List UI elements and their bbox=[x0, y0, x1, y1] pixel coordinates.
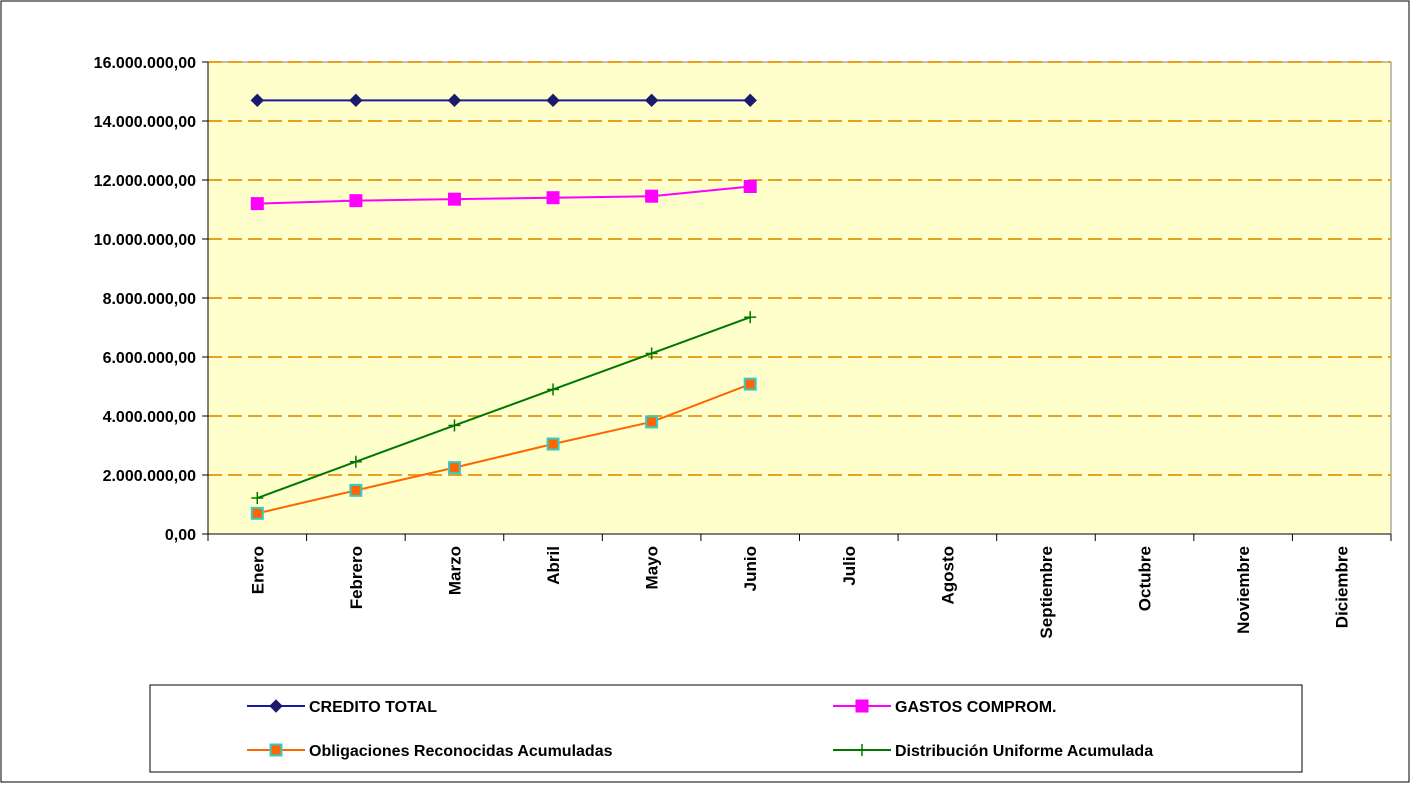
data-point bbox=[744, 311, 757, 324]
x-tick-label: Mayo bbox=[643, 546, 662, 589]
legend-entry: GASTOS COMPROM. bbox=[833, 699, 1057, 716]
axes: 0,00 2.000.000,00 4.000.000,00 6.000.000,00… bbox=[94, 55, 1392, 639]
legend: CREDITO TOTAL GASTOS COMPROM. Obligaciones… bbox=[149, 684, 1303, 773]
data-point bbox=[349, 194, 363, 208]
legend-marker bbox=[269, 699, 283, 713]
x-tick-label: Agosto bbox=[938, 546, 957, 605]
data-point bbox=[447, 93, 462, 108]
y-tick-label: 0,00 bbox=[165, 527, 196, 544]
data-point bbox=[250, 197, 264, 211]
data-point bbox=[251, 492, 264, 505]
legend-marker bbox=[855, 699, 869, 713]
gridlines bbox=[208, 61, 1391, 476]
data-point bbox=[743, 179, 757, 193]
data-point bbox=[448, 419, 461, 432]
series-line bbox=[257, 185, 751, 205]
legend-entry: CREDITO TOTAL bbox=[247, 699, 437, 716]
data-point bbox=[644, 93, 659, 108]
series-3 bbox=[250, 377, 757, 520]
legend-marker bbox=[856, 744, 868, 756]
data-point bbox=[447, 192, 461, 206]
y-tick-label: 14.000.000,00 bbox=[94, 114, 196, 131]
y-tick-label: 12.000.000,00 bbox=[94, 173, 196, 190]
data-point bbox=[645, 347, 658, 360]
legend-label: Obligaciones Reconocidas Acumuladas bbox=[309, 743, 613, 760]
legend-box bbox=[149, 684, 1303, 773]
y-tick-label: 16.000.000,00 bbox=[94, 55, 196, 72]
y-tick-label: 2.000.000,00 bbox=[103, 468, 197, 485]
y-tick-label: 10.000.000,00 bbox=[94, 232, 196, 249]
data-point bbox=[743, 93, 757, 108]
series-1 bbox=[250, 93, 757, 108]
x-tick-label: Febrero bbox=[347, 546, 366, 609]
legend-label: GASTOS COMPROM. bbox=[895, 699, 1057, 716]
legend-entry: Obligaciones Reconocidas Acumuladas bbox=[247, 743, 613, 760]
x-tick-label: Enero bbox=[248, 546, 267, 594]
x-tick-label: Abril bbox=[544, 546, 563, 585]
legend-label: CREDITO TOTAL bbox=[309, 699, 437, 716]
series bbox=[250, 93, 757, 520]
data-point bbox=[250, 93, 264, 108]
y-tick-label: 6.000.000,00 bbox=[103, 350, 197, 367]
series-line bbox=[256, 316, 751, 499]
y-tick-label: 8.000.000,00 bbox=[103, 291, 197, 308]
x-tick-label: Junio bbox=[741, 546, 760, 591]
data-point bbox=[546, 191, 560, 205]
data-point bbox=[743, 377, 757, 391]
data-point bbox=[546, 437, 560, 451]
series-line bbox=[257, 383, 751, 515]
x-tick-label: Noviembre bbox=[1234, 546, 1253, 634]
data-point bbox=[349, 455, 362, 468]
data-point bbox=[447, 461, 461, 475]
data-point bbox=[349, 483, 363, 497]
x-tick-label: Diciembre bbox=[1333, 546, 1352, 628]
data-point bbox=[645, 415, 659, 429]
legend-marker bbox=[269, 743, 283, 757]
y-tick-label: 4.000.000,00 bbox=[103, 409, 197, 426]
x-tick-label: Octubre bbox=[1136, 546, 1155, 611]
series-2 bbox=[250, 179, 757, 211]
x-tick-label: Marzo bbox=[445, 546, 464, 595]
x-tick-label: Septiembre bbox=[1037, 546, 1056, 639]
data-point bbox=[250, 506, 264, 520]
legend-label: Distribución Uniforme Acumulada bbox=[895, 743, 1153, 760]
data-point bbox=[547, 383, 560, 396]
series-4 bbox=[251, 311, 757, 505]
data-point bbox=[546, 93, 560, 108]
x-tick-label: Julio bbox=[840, 546, 859, 586]
data-point bbox=[349, 93, 363, 108]
data-point bbox=[645, 189, 659, 203]
legend-entry: Distribución Uniforme Acumulada bbox=[833, 743, 1153, 760]
